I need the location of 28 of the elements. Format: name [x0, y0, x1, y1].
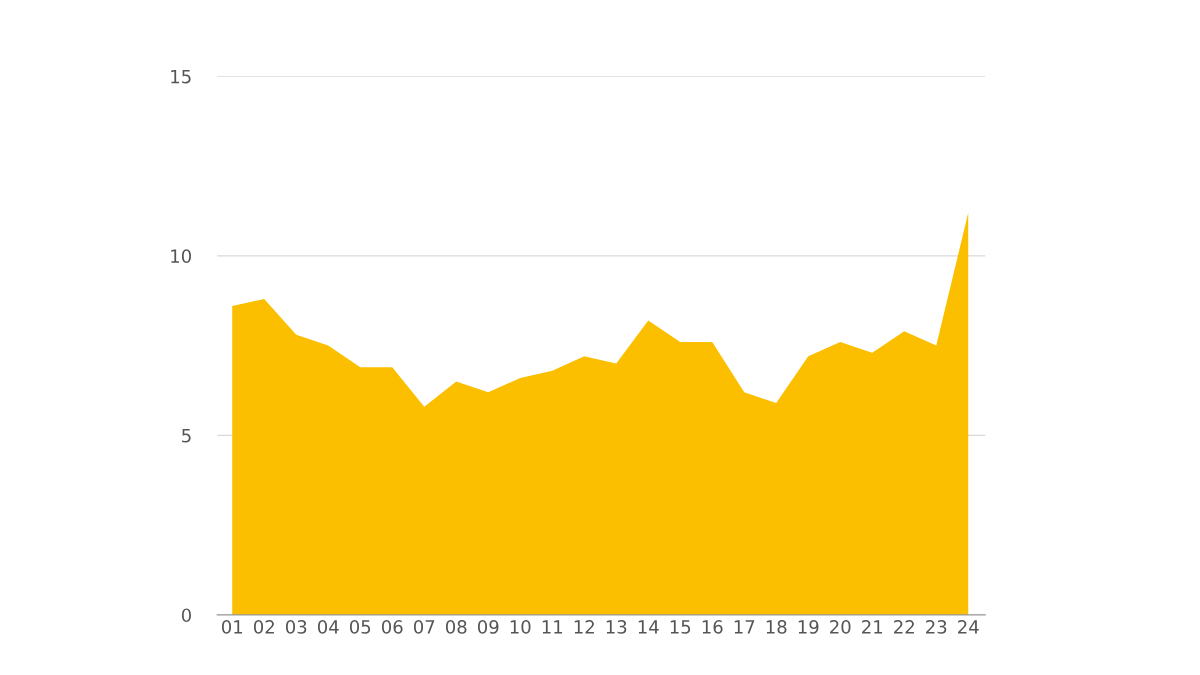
- x-tick-label: 24: [958, 620, 979, 634]
- x-tick-label: 19: [798, 620, 819, 634]
- x-tick-label: 15: [670, 620, 691, 634]
- x-tick-label: 01: [221, 620, 243, 634]
- x-tick-label: 02: [253, 620, 274, 634]
- x-tick-label: 08: [445, 620, 467, 634]
- x-tick-label: 05: [349, 620, 371, 634]
- x-tick-label: 22: [894, 620, 914, 634]
- x-tick-label: 17: [734, 620, 755, 634]
- y-tick-label: 0: [181, 608, 191, 623]
- x-tick-label: 16: [702, 620, 723, 634]
- y-tick-label: 5: [182, 429, 191, 443]
- x-tick-label: 18: [766, 620, 787, 634]
- x-tick-label: 21: [862, 620, 883, 634]
- x-tick-label: 14: [638, 620, 659, 634]
- y-tick-label: 10: [171, 249, 191, 263]
- x-tick-label: 03: [285, 620, 307, 634]
- x-tick-label: 13: [606, 620, 627, 634]
- x-tick-label: 07: [413, 620, 435, 634]
- x-tick-label: 04: [317, 620, 339, 634]
- x-tick-label: 23: [926, 620, 947, 634]
- x-tick-label: 11: [542, 620, 563, 634]
- x-tick-label: 12: [574, 620, 594, 634]
- x-tick-label: 20: [830, 620, 851, 634]
- x-tick-label: 09: [477, 620, 499, 634]
- x-tick-label: 10: [510, 620, 531, 634]
- y-tick-label: 15: [171, 69, 191, 84]
- x-tick-label: 06: [381, 620, 403, 634]
